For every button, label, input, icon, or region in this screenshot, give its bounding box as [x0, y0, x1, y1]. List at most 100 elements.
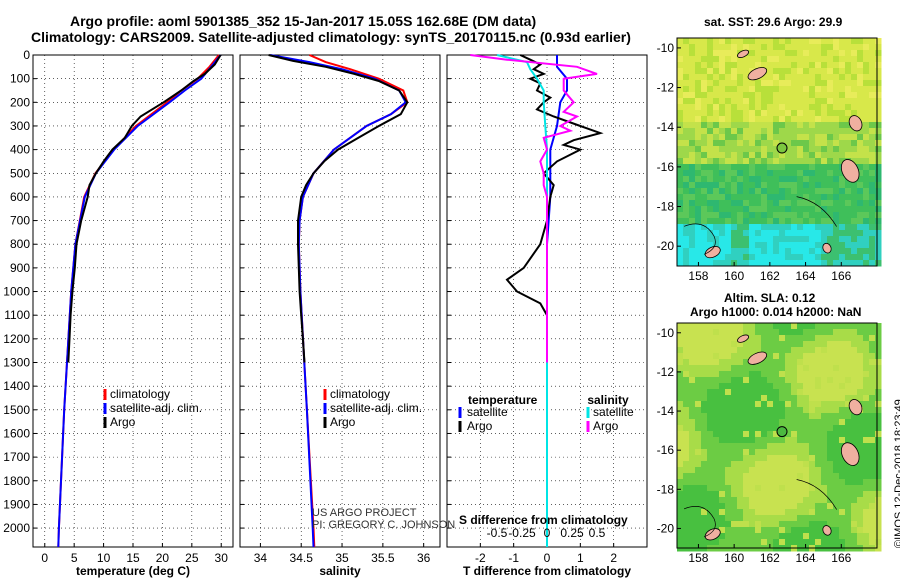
sst-map-cell [869, 140, 876, 147]
sst-map-cell [689, 188, 696, 195]
sla-map-cell [827, 443, 834, 450]
sla-map-cell [797, 479, 804, 486]
sla-map-cell [779, 341, 786, 348]
sst-map-cell [731, 38, 738, 45]
sst-map-cell [719, 68, 726, 75]
sla-map-cell [833, 467, 840, 474]
sst-map-cell [737, 92, 744, 99]
sst-map-cell [767, 50, 774, 57]
sla-map-cell [725, 365, 732, 372]
sla-map-cell [869, 389, 876, 396]
sst-map-cell [821, 110, 828, 117]
sla-map-cell [845, 539, 852, 546]
sst-map-cell [755, 116, 762, 123]
sst-map-cell [761, 146, 768, 153]
temp-xtick-label: 10 [97, 551, 111, 565]
sla-map-cell [713, 455, 720, 462]
sst-map-cell [713, 224, 720, 231]
sst-map-cell [815, 92, 822, 99]
sst-map-cell [791, 98, 798, 105]
sst-map-cell [773, 158, 780, 165]
sla-map-cell [707, 395, 714, 402]
sla-map-cell [731, 437, 738, 444]
sla-map-cell [845, 365, 852, 372]
sla-map-cell [737, 323, 744, 330]
sla-map-cell [773, 491, 780, 498]
sst-map-cell [839, 56, 846, 63]
sst-map-cell [785, 218, 792, 225]
sst-map-cell [803, 80, 810, 87]
sla-map-cell [743, 341, 750, 348]
sla-map-cell [785, 407, 792, 414]
sla-map-cell [749, 521, 756, 528]
sla-map-cell [743, 539, 750, 546]
sst-map-cell [743, 176, 750, 183]
sla-map-cell [725, 401, 732, 408]
sla-map-cell [731, 365, 738, 372]
sst-map-cell [761, 176, 768, 183]
sst-map-cell [707, 86, 714, 93]
sal-xtick-label: 35 [335, 551, 349, 565]
sla-map-cell [857, 335, 864, 342]
sla-map-cell [737, 347, 744, 354]
sst-map-cell [695, 254, 702, 261]
sla-map-cell [875, 407, 882, 414]
sla-map-cell [749, 329, 756, 336]
sla-map-cell [845, 419, 852, 426]
sst-map-cell [731, 56, 738, 63]
sla-map-cell [779, 449, 786, 456]
sst-map-cell [839, 188, 846, 195]
sla-map-cell [821, 347, 828, 354]
temp-xtick-label: 15 [126, 551, 140, 565]
sla-map-cell [689, 437, 696, 444]
sla-map-cell [863, 491, 870, 498]
sla-map-cell [845, 359, 852, 366]
sst-map-cell [755, 92, 762, 99]
sla-map-cell [677, 419, 684, 426]
sst-map-cell [749, 230, 756, 237]
sst-map-cell [803, 188, 810, 195]
sst-map-cell [695, 92, 702, 99]
sst-map-cell [869, 104, 876, 111]
sla-map-cell [785, 491, 792, 498]
sla-map-cell [827, 383, 834, 390]
sla-map-cell [719, 497, 726, 504]
sst-map-cell [791, 164, 798, 171]
sst-map-cell [749, 56, 756, 63]
sst-map-cell [839, 200, 846, 207]
sst-map-cell [689, 182, 696, 189]
sst-map-cell [863, 92, 870, 99]
sla-map-cell [815, 515, 822, 522]
sst-map-cell [701, 182, 708, 189]
sla-map-cell [827, 413, 834, 420]
sla-map-cell [755, 449, 762, 456]
sst-map-cell [785, 158, 792, 165]
sst-map-cell [773, 56, 780, 63]
sla-map-cell [731, 323, 738, 330]
sst-map-cell [869, 176, 876, 183]
sla-map-cell [821, 473, 828, 480]
sla-map-cell [767, 455, 774, 462]
sst-map-cell [803, 194, 810, 201]
sst-map-cell [755, 164, 762, 171]
sla-map-cell [701, 515, 708, 522]
sst-map-cell [767, 80, 774, 87]
sst-map-cell [875, 206, 882, 213]
sla-map-cell [875, 539, 882, 546]
sst-map-cell [737, 254, 744, 261]
sst-map-cell [677, 170, 684, 177]
sla-map-cell [857, 515, 864, 522]
sla-map-cell [743, 407, 750, 414]
sla-map-cell [689, 347, 696, 354]
sst-map-cell [761, 140, 768, 147]
sla-map-cell [875, 443, 882, 450]
sst-map-cell [731, 254, 738, 261]
sst-map-cell [791, 128, 798, 135]
sla-map-cell [731, 371, 738, 378]
sst-map-cell [755, 212, 762, 219]
sla-map-cell [719, 425, 726, 432]
sst-map-cell [863, 230, 870, 237]
sst-map-cell [677, 242, 684, 249]
sst-map-cell [743, 236, 750, 243]
sla-map-cell [713, 407, 720, 414]
